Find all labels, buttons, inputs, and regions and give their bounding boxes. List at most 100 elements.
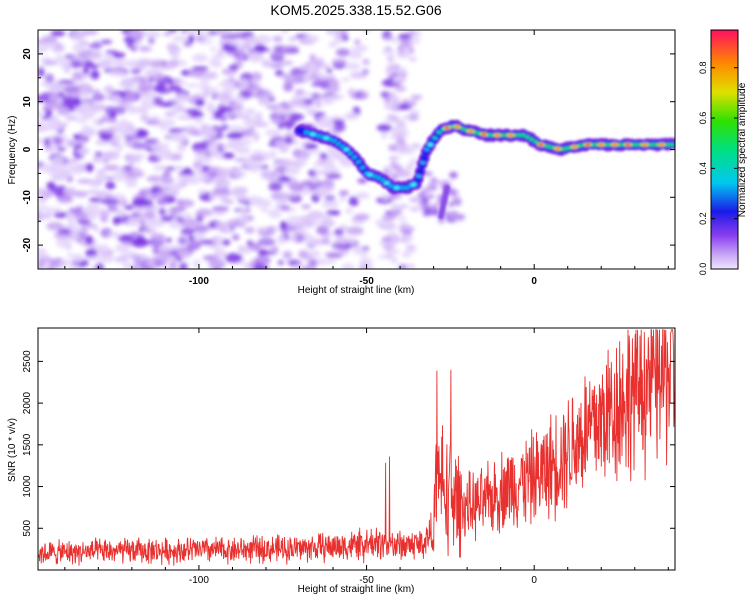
noise-blob: [214, 221, 230, 229]
noise-blob: [399, 71, 408, 78]
noise-blob: [188, 235, 195, 242]
noise-blob: [287, 182, 304, 190]
noise-blob: [175, 93, 190, 103]
noise-blob: [390, 38, 403, 43]
noise-blob: [303, 35, 320, 43]
noise-blob: [122, 262, 136, 269]
noise-blob: [76, 138, 87, 144]
noise-blob: [186, 83, 201, 88]
noise-blob: [392, 163, 403, 171]
noise-blob: [231, 32, 249, 39]
noise-blob: [273, 141, 287, 147]
noise-blob: [376, 123, 393, 132]
noise-blob: [408, 56, 417, 62]
noise-blob: [199, 78, 210, 83]
noise-blob: [282, 250, 293, 260]
noise-blob: [169, 86, 183, 92]
noise-blob: [238, 79, 250, 89]
noise-blob: [214, 247, 223, 254]
noise-blob: [44, 255, 51, 265]
noise-blob: [222, 239, 231, 246]
noise-blob: [150, 233, 166, 241]
noise-blob: [316, 225, 330, 235]
ridge-hotspot-core: [538, 143, 544, 147]
noise-blob: [195, 208, 213, 217]
noise-blob: [330, 94, 345, 100]
noise-blob: [94, 151, 103, 157]
noise-blob: [192, 53, 208, 63]
noise-blob: [283, 108, 297, 113]
noise-blob: [221, 124, 229, 129]
noise-blob: [114, 255, 129, 263]
ridge-highlight: [427, 142, 434, 147]
noise-blob: [151, 122, 168, 128]
ridge-inner: [436, 130, 442, 135]
noise-blob: [191, 66, 209, 71]
noise-blob: [224, 252, 243, 263]
noise-blob: [332, 150, 345, 161]
noise-blob: [112, 216, 121, 226]
noise-blob: [156, 198, 168, 206]
noise-blob: [102, 150, 120, 161]
noise-blob: [227, 125, 245, 133]
noise-blob: [219, 196, 230, 203]
noise-blob: [197, 175, 208, 180]
noise-blob: [268, 176, 280, 185]
ridge-inner: [352, 155, 357, 159]
noise-blob: [130, 167, 142, 173]
noise-blob: [249, 93, 268, 98]
ridge-inner: [416, 174, 422, 179]
noise-blob: [409, 157, 419, 165]
noise-blob: [410, 143, 422, 150]
noise-blob: [272, 36, 283, 42]
noise-blob: [99, 141, 109, 146]
spectrogram-x-axis: -100 -50 0: [64, 30, 669, 287]
ridge-inner: [545, 144, 550, 149]
noise-blob: [38, 67, 45, 78]
spectrogram-y-axis: -20 -10 0 10 20: [22, 29, 675, 270]
noise-blob: [408, 197, 420, 202]
noise-blob: [81, 223, 98, 229]
noise-blob: [177, 171, 196, 176]
noise-blob: [101, 198, 119, 205]
noise-blob: [182, 167, 193, 173]
noise-blob: [238, 206, 247, 216]
noise-blob: [349, 71, 368, 79]
noise-blob: [228, 77, 236, 82]
noise-blob: [276, 235, 286, 245]
noise-blob: [111, 172, 128, 182]
snr-y-tick-label: 1000: [22, 475, 33, 498]
snr-x-tick-label: 0: [531, 575, 537, 586]
spectrogram-y-label: Frequency (Hz): [7, 116, 18, 185]
heatmap-noise: [38, 30, 465, 269]
noise-blob: [293, 233, 305, 243]
noise-blob: [362, 68, 369, 75]
ridge-inner: [533, 139, 538, 144]
ridge-inner: [561, 147, 567, 151]
noise-blob: [196, 39, 214, 45]
snr-y-tick-label: 1500: [22, 433, 33, 456]
ridge-inner: [331, 139, 337, 143]
noise-blob: [159, 101, 175, 108]
noise-blob: [326, 68, 333, 74]
noise-blob: [172, 104, 179, 114]
noise-blob: [46, 102, 62, 110]
noise-blob: [48, 92, 60, 101]
ridge-inner: [549, 145, 555, 150]
noise-blob: [110, 94, 122, 104]
noise-blob: [44, 110, 53, 116]
noise-blob: [280, 220, 287, 229]
noise-blob: [99, 255, 115, 263]
noise-blob: [292, 95, 302, 100]
noise-blob: [297, 226, 306, 235]
ridge-inner: [460, 127, 466, 131]
noise-blob: [393, 100, 401, 105]
noise-blob: [395, 137, 406, 146]
noise-blob: [278, 200, 288, 206]
colorbar-tick-label: 0.8: [698, 61, 708, 74]
noise-blob: [165, 237, 173, 243]
ridge-inner: [529, 137, 534, 142]
noise-blob: [116, 169, 128, 174]
noise-blob: [86, 50, 101, 60]
noise-blob: [386, 114, 396, 119]
